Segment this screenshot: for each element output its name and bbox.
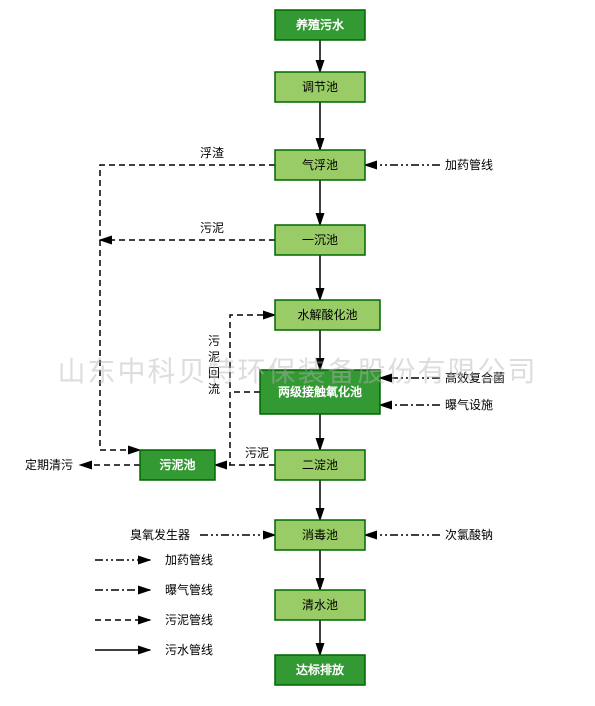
edge-label-v: 流 (208, 382, 220, 396)
legend-label: 曝气管线 (165, 582, 213, 597)
edge-label: 污泥 (200, 221, 224, 235)
flow-node-label: 调节池 (302, 80, 338, 94)
flow-node-label: 水解酸化池 (297, 307, 357, 322)
flow-node-label: 清水池 (302, 598, 338, 612)
flow-node-label: 养殖污水 (295, 17, 345, 32)
edge-label: 曝气设施 (445, 397, 493, 412)
edge-label: 次氯酸钠 (445, 527, 493, 542)
legend-label: 加药管线 (165, 552, 213, 567)
flow-node-label: 消毒池 (302, 528, 338, 542)
edge-label: 浮渣 (200, 146, 224, 160)
flow-node-label: 一沉池 (302, 233, 338, 247)
edge-label: 污泥 (245, 446, 269, 460)
edge (100, 165, 275, 450)
edge-label: 臭氧发生器 (130, 527, 190, 542)
flow-node-label: 两级接触氧化池 (278, 384, 362, 399)
flow-node-label: 达标排放 (296, 662, 345, 677)
edge-label: 高效复合菌 (445, 370, 505, 385)
flow-node-label: 二淀池 (302, 458, 338, 472)
edge-label-v: 回 (208, 366, 220, 380)
flow-node-label: 气浮池 (302, 157, 338, 172)
legend-label: 污泥管线 (165, 612, 213, 627)
legend: 加药管线曝气管线污泥管线污水管线 (95, 552, 213, 657)
flow-node-label: 污泥池 (159, 457, 195, 472)
edge-label-v: 污 (208, 334, 220, 348)
edge-label: 定期清污 (25, 457, 73, 472)
edges-layer: 加药管线高效复合菌曝气设施次氯酸钠臭氧发生器浮渣污泥污泥回流定期清污污泥 (25, 40, 505, 655)
edge-label: 加药管线 (445, 157, 493, 172)
edge-label-v: 泥 (208, 350, 220, 364)
legend-label: 污水管线 (165, 642, 213, 657)
